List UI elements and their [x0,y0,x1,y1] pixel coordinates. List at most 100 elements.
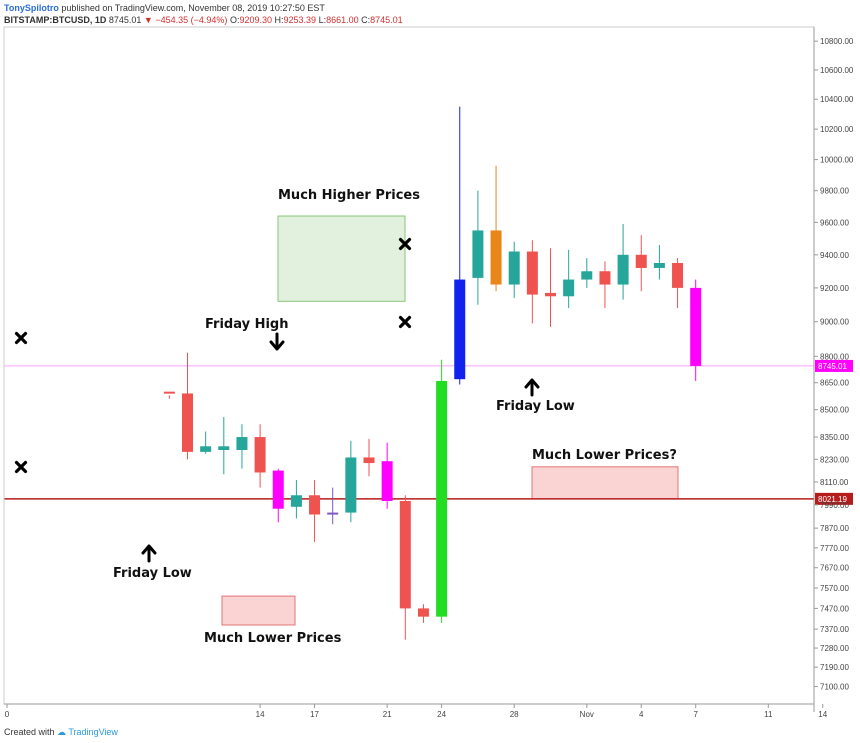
candle[interactable] [690,279,702,381]
close-label: C: [361,15,371,25]
candle[interactable] [436,359,448,623]
candle-body [490,230,502,285]
candle-body [581,271,593,280]
y-tick-label: 10600.00 [820,66,854,75]
candle[interactable] [381,442,393,509]
candle-body [672,263,684,288]
candle[interactable] [345,440,357,523]
x-tick-label: 11 [764,710,773,719]
price-lines: 8745.01 8021.19 [4,359,853,505]
y-tick-label: 9200.00 [820,284,849,293]
candle[interactable] [182,352,193,460]
candle[interactable] [563,249,575,309]
annotation-zones [221,215,679,626]
candle[interactable] [200,431,212,454]
candle-body [363,457,375,464]
cross-icon [398,237,412,251]
candle[interactable] [545,248,556,327]
annotation-label: Friday Low [496,399,575,414]
candle-body [526,251,538,295]
footer-brand[interactable]: TradingView [68,727,118,737]
candle-body [182,393,193,452]
candle-body [653,263,665,268]
change-value: −454.35 (−4.94%) [155,15,228,25]
annotation-texts: Much Higher Prices Friday High Friday Low M… [113,188,677,646]
candle[interactable] [454,106,466,385]
candle[interactable] [399,495,411,640]
candles[interactable] [163,106,702,640]
candle-body [254,437,266,473]
candle-body [327,512,339,515]
candle[interactable] [363,438,375,477]
candle[interactable] [163,391,175,399]
y-tick-label: 8350.00 [820,433,849,442]
x-tick-label: 4 [639,710,644,719]
y-tick-label: 9800.00 [820,187,849,196]
candle[interactable] [635,235,647,292]
y-tick-label: 8500.00 [820,406,849,415]
footer: Created with ☁ TradingView [4,727,118,738]
tradingview-logo-icon: ☁ [57,727,67,737]
candle-body [200,446,212,452]
candle[interactable] [218,416,230,475]
candle[interactable] [327,487,339,525]
candle[interactable] [599,261,611,309]
candle-body [236,437,248,451]
footer-prefix: Created with [4,727,55,737]
cross-icon [14,331,28,345]
y-tick-label: 8230.00 [820,455,849,464]
y-tick-label: 7870.00 [820,524,849,533]
y-tick-label: 9400.00 [820,251,849,260]
y-tick-label: 7990.00 [820,501,849,510]
candle[interactable] [290,480,302,519]
candle-body [163,391,175,394]
candle[interactable] [417,604,429,623]
symbol-label: BITSTAMP:BTCUSD, 1D [4,15,107,25]
support-tag-label: 8021.19 [818,495,847,504]
candle-body [454,279,466,380]
candle-body [399,501,411,609]
author-link[interactable]: TonySpilotro [4,3,59,13]
candle[interactable] [672,258,684,309]
last-price: 8745.01 [108,15,142,25]
candle[interactable] [617,224,629,300]
annotation-marks [14,237,540,563]
candle-body [290,495,302,507]
candle[interactable] [272,468,284,523]
y-tick-label: 10800.00 [820,37,854,46]
y-tick-label: 10200.00 [820,125,854,134]
projected-lower-zone [531,466,679,500]
annotation-label: Friday High [205,317,289,332]
support-tag [815,492,853,505]
candle[interactable] [254,424,266,488]
high-label: H: [274,15,284,25]
candle-body [436,380,448,617]
candle[interactable] [309,480,321,542]
candle[interactable] [490,165,502,292]
candle[interactable] [508,241,520,298]
candle[interactable] [526,240,538,324]
candle[interactable] [472,190,484,305]
candle-body [309,495,321,515]
higher-prices-zone [277,215,406,302]
low-value: 8661.00 [326,15,359,25]
candle[interactable] [236,424,248,469]
y-tick-label: 7470.00 [820,604,849,613]
y-tick-label: 10400.00 [820,95,854,104]
candle[interactable] [581,258,593,288]
candle-body [218,446,230,451]
candle-body [635,254,647,268]
annotation-label: Much Lower Prices [204,631,342,646]
y-tick-label: 8800.00 [820,352,849,361]
y-tick-label: 7770.00 [820,544,849,553]
ohlc-line: BITSTAMP:BTCUSD, 1D 8745.01 ▼ −454.35 (−… [4,15,403,25]
low-label: L: [318,15,327,25]
arrow-up-icon [524,378,540,397]
axes: 10800.00 10600.00 10400.00 10200.00 10000.00… [3,26,854,719]
arrow-down-icon [269,332,285,351]
cross-icon [398,315,412,329]
candle-body [345,457,357,513]
candle-body [617,254,629,285]
candle[interactable] [653,245,665,280]
